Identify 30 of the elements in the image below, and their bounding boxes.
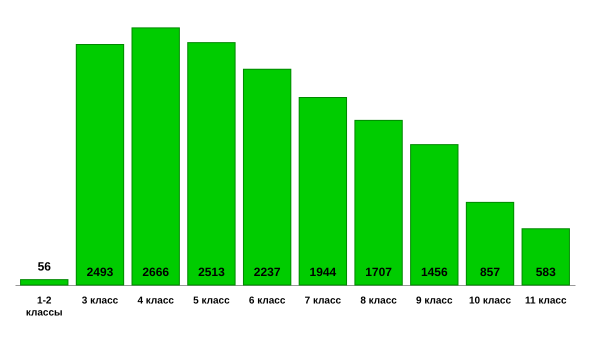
x-tick-label: 8 класс bbox=[360, 296, 398, 306]
x-tick-label: 6 класс bbox=[248, 296, 286, 306]
data-label: 857 bbox=[480, 265, 500, 279]
data-label: 1944 bbox=[310, 265, 337, 279]
x-tick-label: 4 класс bbox=[137, 296, 174, 306]
data-label: 583 bbox=[536, 265, 556, 279]
x-tick-label: 9 класс bbox=[416, 296, 453, 306]
x-tick-label: 3 класс bbox=[82, 296, 119, 306]
data-label: 56 bbox=[38, 260, 52, 274]
bar bbox=[242, 68, 292, 286]
bar bbox=[76, 44, 124, 286]
x-tick-label: 10 класс bbox=[468, 296, 512, 306]
data-label: 2513 bbox=[198, 265, 226, 279]
bar bbox=[298, 96, 348, 286]
x-tick-label: 1-2 классы bbox=[26, 296, 63, 318]
x-tick-label: 5 класс bbox=[193, 296, 230, 306]
bar bbox=[466, 202, 514, 286]
data-label: 1456 bbox=[420, 265, 448, 279]
x-tick-label: 11 класс bbox=[524, 296, 567, 306]
data-label: 2237 bbox=[254, 265, 281, 279]
data-label: 2493 bbox=[86, 265, 114, 279]
bar bbox=[522, 228, 570, 286]
bar bbox=[132, 27, 180, 286]
data-label: 1707 bbox=[365, 265, 392, 279]
data-label: 2666 bbox=[142, 265, 170, 279]
bar bbox=[354, 120, 403, 286]
bar bbox=[20, 279, 68, 286]
bar bbox=[187, 42, 236, 286]
bar bbox=[410, 144, 458, 286]
x-tick-label: 7 класс bbox=[304, 296, 342, 306]
